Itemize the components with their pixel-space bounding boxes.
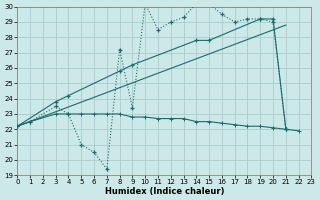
X-axis label: Humidex (Indice chaleur): Humidex (Indice chaleur) [105,187,224,196]
